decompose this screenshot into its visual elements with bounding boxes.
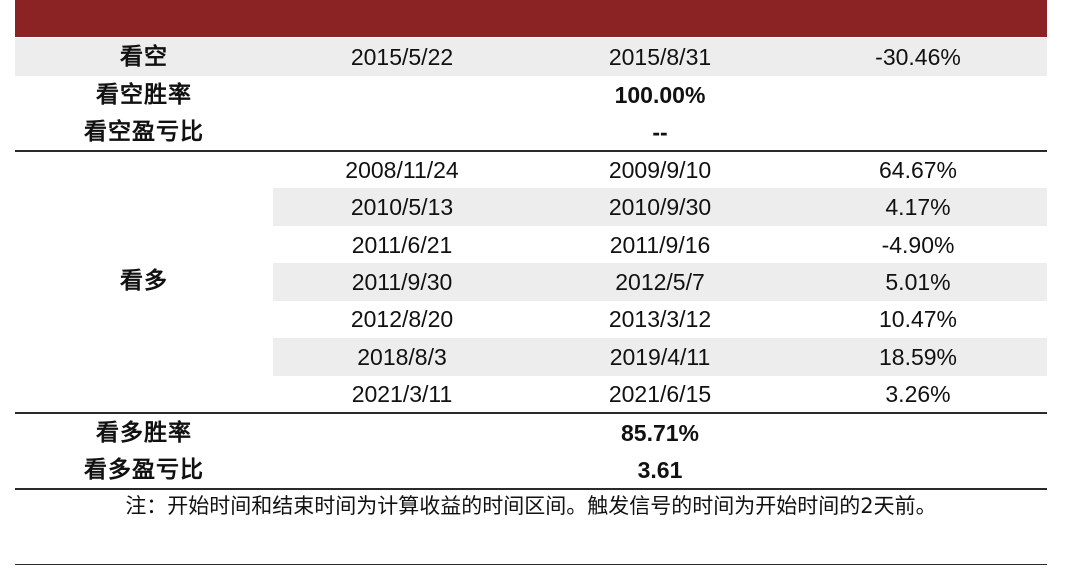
table-row: 2010/5/13 2010/9/30 4.17%	[15, 188, 1047, 227]
section-divider	[15, 488, 1047, 490]
row-shading	[273, 262, 1047, 301]
end-date: 2012/5/7	[615, 268, 705, 295]
start-date: 2021/3/11	[351, 380, 453, 407]
table-row: 2008/11/24 2009/9/10 64.67%	[15, 151, 1047, 189]
end-date: 2011/9/16	[609, 231, 711, 258]
return-value: 4.17%	[885, 194, 951, 221]
section-divider	[15, 150, 1047, 152]
bear-win-rate-row: 看空胜率 100.00%	[15, 76, 1047, 114]
table-row: 2012/8/20 2013/3/12 10.47%	[15, 300, 1047, 338]
end-date: 2009/9/10	[608, 157, 712, 183]
return-value: 64.67%	[878, 157, 957, 183]
return-value: 18.59%	[878, 343, 957, 370]
end-date: 2019/4/11	[609, 343, 711, 370]
bear-win-rate-label: 看空胜率	[96, 82, 192, 108]
section-divider	[15, 412, 1047, 414]
start-date: 2015/5/22	[350, 44, 454, 70]
return-value: 10.47%	[878, 306, 957, 333]
table-row: 2021/3/11 2021/6/15 3.26%	[15, 375, 1047, 413]
signal-table: 看空 2015/5/22 2015/8/31 -30.46% 看空胜率 100.…	[15, 0, 1047, 580]
start-date: 2011/9/30	[351, 268, 453, 295]
bear-win-rate-value: 100.00%	[614, 82, 706, 108]
bottom-rule	[15, 564, 1047, 565]
end-date: 2021/6/15	[608, 380, 712, 407]
bull-pl-ratio-value: 3.61	[637, 457, 683, 483]
table-row: 2011/6/21 2011/9/16 -4.90%	[15, 226, 1047, 264]
start-date: 2010/5/13	[350, 194, 454, 221]
start-date: 2012/8/20	[350, 306, 454, 333]
return-value: -30.46%	[875, 44, 961, 70]
end-date: 2015/8/31	[608, 44, 712, 70]
end-date: 2010/9/30	[608, 194, 712, 221]
bear-label: 看空	[120, 44, 168, 70]
row-shading	[15, 38, 1047, 76]
bull-label: 看多	[120, 268, 168, 294]
table-row: 2018/8/3 2019/4/11 18.59%	[15, 337, 1047, 376]
return-value: 3.26%	[885, 380, 951, 407]
table-header-band	[15, 0, 1047, 37]
bull-pl-ratio-row: 看多盈亏比 3.61	[15, 451, 1047, 489]
start-date: 2008/11/24	[345, 157, 459, 183]
bear-pl-ratio-row: 看空盈亏比 --	[15, 113, 1047, 151]
row-shading	[273, 188, 1047, 227]
bull-win-rate-value: 85.71%	[620, 420, 699, 446]
end-date: 2013/3/12	[608, 306, 712, 333]
start-date: 2011/6/21	[351, 231, 453, 258]
bull-win-rate-label: 看多胜率	[96, 420, 192, 446]
row-shading	[273, 337, 1047, 376]
footnote: 注：开始时间和结束时间为计算收益的时间区间。触发信号的时间为开始时间的2天前。	[125, 494, 937, 518]
bear-pl-ratio-value: --	[652, 119, 668, 145]
table-row: 2011/9/30 2012/5/7 5.01%	[15, 262, 1047, 301]
table-row: 看空 2015/5/22 2015/8/31 -30.46%	[15, 38, 1047, 76]
bull-pl-ratio-label: 看多盈亏比	[84, 457, 204, 483]
return-value: -4.90%	[881, 231, 955, 258]
start-date: 2018/8/3	[357, 343, 447, 370]
return-value: 5.01%	[885, 268, 951, 295]
bull-win-rate-row: 看多胜率 85.71%	[15, 414, 1047, 452]
bear-pl-ratio-label: 看空盈亏比	[84, 119, 204, 145]
